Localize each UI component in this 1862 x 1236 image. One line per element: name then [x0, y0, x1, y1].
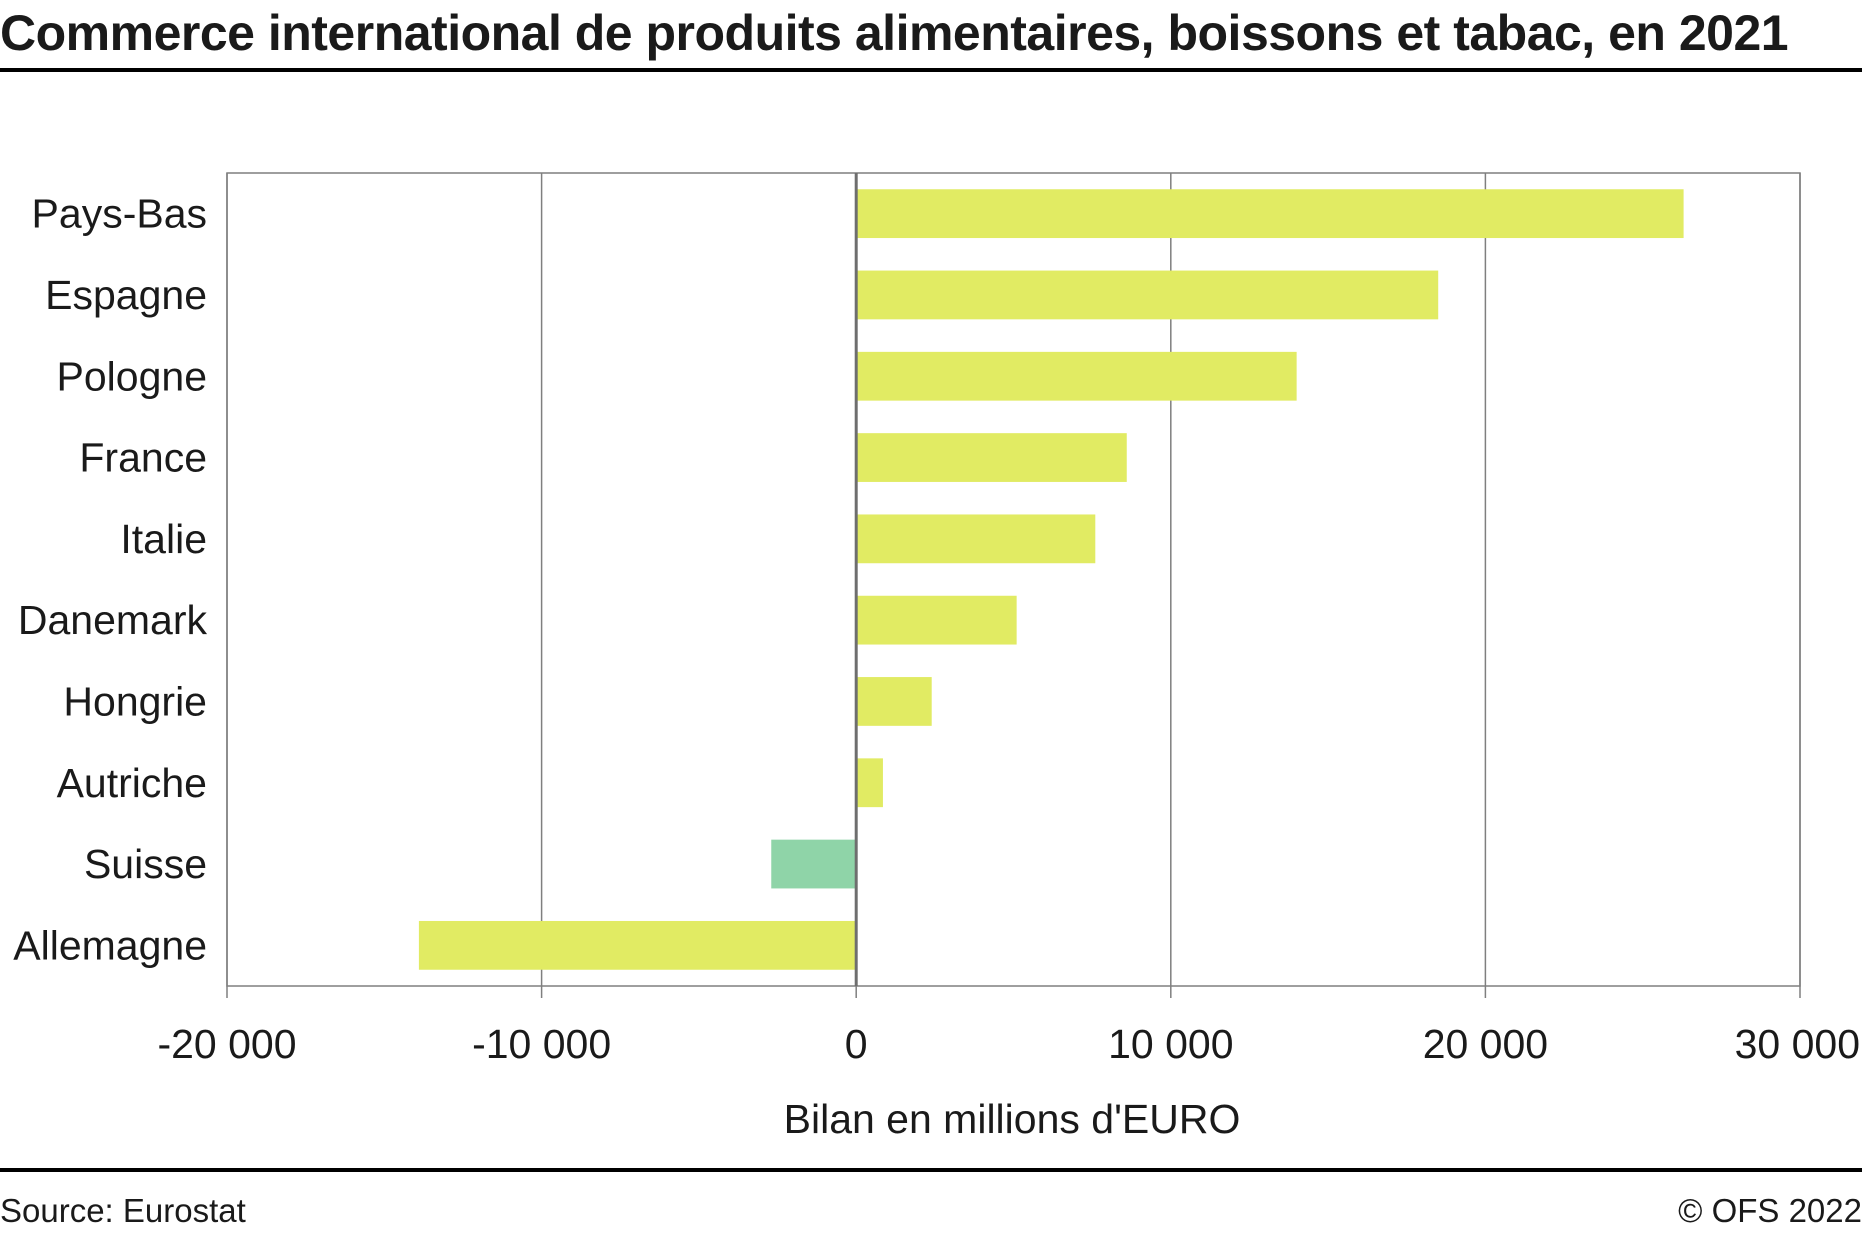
source-note: Source: Eurostat [0, 1192, 246, 1229]
category-label: Hongrie [63, 678, 207, 724]
category-label: France [79, 435, 207, 481]
category-labels: Pays-Bas Espagne Pologne France Italie Danema… [13, 191, 207, 969]
category-label: Suisse [84, 841, 207, 887]
category-label: Italie [120, 516, 207, 562]
plot-border [226, 172, 1801, 987]
bar-france [856, 433, 1127, 482]
x-tick-label: 0 [845, 1021, 868, 1067]
bar-chart: Pays-Bas Espagne Pologne France Italie Danema… [13, 172, 1860, 1142]
bar-hongrie [856, 677, 932, 726]
chart-title: Commerce international de produits alime… [0, 5, 1789, 61]
x-tick-label: 20 000 [1423, 1021, 1548, 1067]
bottom-rule [0, 1168, 1862, 1172]
category-label: Pays-Bas [32, 191, 207, 237]
category-label: Allemagne [13, 922, 207, 968]
bar-italie [856, 514, 1096, 564]
bar-allemagne [418, 920, 857, 970]
x-tick-label: 10 000 [1108, 1021, 1233, 1067]
copyright-note: © OFS 2022 [1678, 1192, 1862, 1229]
bar-espagne [856, 270, 1439, 320]
x-tick-label: 30 000 [1735, 1021, 1860, 1067]
category-label: Autriche [57, 760, 207, 806]
x-tick-label: -20 000 [157, 1021, 296, 1067]
bar-autriche [856, 758, 883, 808]
category-label: Espagne [45, 272, 207, 318]
category-label: Danemark [18, 597, 208, 643]
x-tick-labels: -20 000 -10 000 0 10 000 20 000 30 000 [157, 1021, 1860, 1067]
top-rule [0, 68, 1862, 72]
plot-frame [226, 172, 1801, 998]
x-axis-label: Bilan en millions d'EURO [784, 1096, 1241, 1142]
bars [418, 189, 1684, 970]
x-tick-label: -10 000 [472, 1021, 611, 1067]
bar-pays-bas [856, 189, 1684, 239]
bar-danemark [856, 595, 1017, 645]
bar-suisse [771, 839, 857, 889]
bar-pologne [856, 351, 1297, 401]
category-label: Pologne [57, 353, 207, 399]
